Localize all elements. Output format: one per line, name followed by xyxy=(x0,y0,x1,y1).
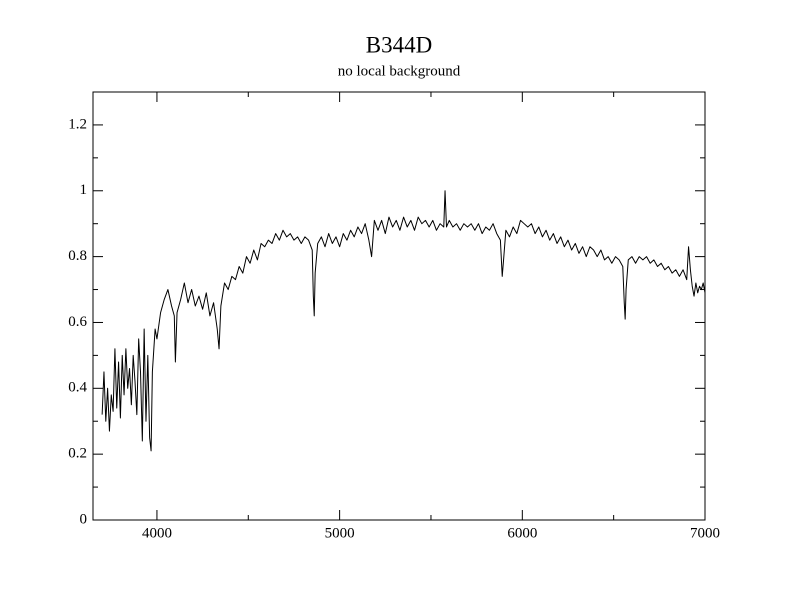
chart-title: B344D xyxy=(366,32,432,57)
y-tick-label: 0.8 xyxy=(68,248,87,264)
x-tick-label: 5000 xyxy=(325,525,355,541)
y-tick-label: 1.2 xyxy=(68,116,87,132)
x-tick-label: 7000 xyxy=(690,525,720,541)
y-tick-label: 0 xyxy=(80,511,88,527)
spectrum-line xyxy=(101,190,706,452)
y-tick-label: 1 xyxy=(80,182,88,198)
y-tick-label: 0.2 xyxy=(68,446,87,462)
y-tick-label: 0.6 xyxy=(68,314,87,330)
y-tick-label: 0.4 xyxy=(68,380,87,396)
x-tick-label: 6000 xyxy=(507,525,537,541)
chart-subtitle: no local background xyxy=(338,63,461,79)
plot-frame xyxy=(92,91,706,521)
x-tick-label: 4000 xyxy=(142,525,172,541)
